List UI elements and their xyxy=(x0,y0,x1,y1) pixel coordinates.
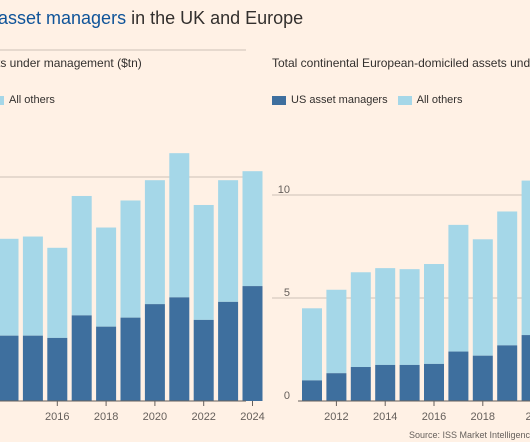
right-legend: US asset managers All others xyxy=(272,94,472,106)
left-bar-others-2023 xyxy=(218,180,239,302)
right-bar-others-2015 xyxy=(399,269,420,365)
right-legend-swatch-others xyxy=(397,95,412,105)
left-bar-others-2017 xyxy=(71,195,92,316)
left-bar-others-2021 xyxy=(169,153,190,298)
left-legend-label-others: All others xyxy=(9,94,55,106)
left-x-tick-label: 2022 xyxy=(191,411,215,423)
left-x-tick-label: 2016 xyxy=(45,411,69,423)
right-legend-label-us: US asset managers xyxy=(291,94,388,106)
left-bar-others-2015 xyxy=(22,236,43,336)
left-bar-us-2018 xyxy=(96,326,117,401)
chart-title-highlight: asset managers xyxy=(0,8,127,28)
right-bar-others-2012 xyxy=(326,289,347,374)
left-x-tick-label: 2018 xyxy=(94,411,118,423)
chart-title: asset managers in the UK and Europe xyxy=(0,8,303,29)
left-bar-us-2019 xyxy=(120,317,141,401)
right-bar-us-2011 xyxy=(302,380,322,401)
left-bar-others-2014 xyxy=(0,238,19,336)
left-panel-title: ts under management ($tn) xyxy=(0,56,142,70)
right-bar-us-2016 xyxy=(424,363,444,401)
right-bar-others-2020 xyxy=(521,180,530,336)
right-bar-others-2017 xyxy=(448,224,469,352)
right-legend-item-others: All others xyxy=(397,94,463,106)
right-y-tick-label: 0 xyxy=(284,390,290,402)
left-legend: All others xyxy=(0,94,65,106)
left-bar-us-2014 xyxy=(0,335,19,401)
right-legend-label-others: All others xyxy=(416,94,463,106)
right-bar-us-2017 xyxy=(448,351,469,401)
right-bar-others-2016 xyxy=(424,264,444,364)
left-bar-us-2022 xyxy=(193,319,214,401)
right-bar-others-2011 xyxy=(302,308,322,381)
source-note: Source: ISS Market Intelligenc xyxy=(408,430,530,440)
left-legend-swatch-others xyxy=(0,95,4,105)
chart-title-rest: in the UK and Europe xyxy=(126,8,304,28)
right-bar-us-2013 xyxy=(350,367,371,401)
right-x-tick-label: 2018 xyxy=(471,411,495,423)
right-bar-others-2019 xyxy=(497,211,518,346)
left-bar-us-2021 xyxy=(169,297,190,401)
left-bar-others-2020 xyxy=(144,180,165,305)
left-x-tick-label: 2024 xyxy=(240,411,264,423)
right-y-tick-label: 5 xyxy=(284,287,290,299)
left-bar-others-2018 xyxy=(96,227,117,327)
left-bar-us-2017 xyxy=(71,315,92,401)
right-bar-us-2019 xyxy=(497,345,518,401)
right-x-tick-label: 20 xyxy=(525,411,530,423)
left-bar-others-2019 xyxy=(120,200,141,318)
left-legend-item-others: All others xyxy=(0,94,55,106)
right-y-tick-label: 10 xyxy=(278,184,290,196)
left-bar-us-2024 xyxy=(242,286,263,401)
right-bar-us-2012 xyxy=(326,373,347,401)
right-chart: 0 5 10 2012 2014 2016 2018 20 xyxy=(272,180,530,423)
left-bar-us-2020 xyxy=(144,304,165,401)
right-bar-us-2020 xyxy=(521,335,530,401)
left-bar-others-2016 xyxy=(47,247,68,338)
right-bar-others-2018 xyxy=(472,239,493,356)
left-bar-us-2016 xyxy=(47,337,68,401)
left-chart: 2016 2018 2020 2022 2024 xyxy=(0,49,265,423)
right-panel-title: Total continental European-domiciled ass… xyxy=(272,56,530,70)
right-bar-us-2014 xyxy=(375,364,396,401)
right-x-tick-label: 2012 xyxy=(324,411,348,423)
right-x-tick-label: 2016 xyxy=(422,411,446,423)
right-bar-us-2018 xyxy=(472,355,493,401)
right-bar-others-2014 xyxy=(375,268,396,365)
right-bar-others-2013 xyxy=(350,272,371,368)
left-bar-us-2015 xyxy=(22,335,43,401)
left-bar-us-2023 xyxy=(218,301,239,401)
right-x-tick-label: 2014 xyxy=(373,411,397,423)
left-bar-others-2022 xyxy=(193,204,214,320)
right-legend-swatch-us xyxy=(272,95,286,105)
left-x-tick-label: 2020 xyxy=(143,411,167,423)
right-legend-item-us: US asset managers xyxy=(272,94,388,106)
left-bar-others-2024 xyxy=(242,171,263,287)
right-bar-us-2015 xyxy=(399,364,420,401)
